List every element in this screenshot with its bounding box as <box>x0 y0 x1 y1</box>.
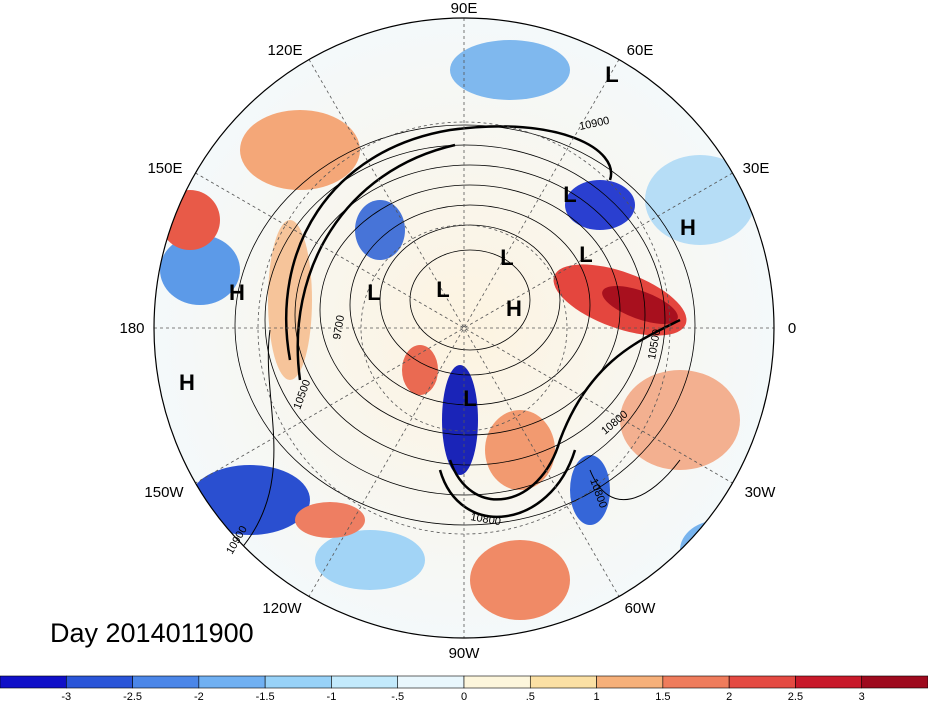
colorbar-tick-label: -3 <box>61 691 71 702</box>
lon-label-30w: 30W <box>745 484 777 501</box>
colorbar-cell <box>132 675 200 689</box>
colorbar-cell <box>264 675 332 689</box>
pressure-center: H <box>680 215 696 240</box>
contour-label: 9700 <box>331 314 347 340</box>
pressure-center: L <box>436 277 449 302</box>
colorbar-cell <box>198 675 266 689</box>
lon-label-180: 180 <box>119 320 144 337</box>
pressure-center: H <box>179 370 195 395</box>
longitude-labels: 90E 60E 30E 0 30W 60W 90W 120W 150W 180 … <box>119 0 796 662</box>
lon-label-0: 0 <box>788 320 796 337</box>
colorbar-cell <box>728 675 796 689</box>
pressure-center: H <box>506 296 522 321</box>
colorbar-ticks: -3 -2.5 -2 -1.5 -1 -.5 0 .5 1 1.5 2 2.5 3 <box>61 691 864 702</box>
date-title: Day 2014011900 <box>50 618 254 648</box>
lon-label-150e: 150E <box>147 160 182 177</box>
contour-label: 10800 <box>469 511 501 528</box>
colorbar-tick-label: 0 <box>461 691 467 702</box>
contour-label: 10500 <box>646 328 663 360</box>
colorbar-tick-label: -1 <box>327 691 337 702</box>
pressure-center: L <box>463 386 476 411</box>
graticule <box>154 18 774 638</box>
lon-label-90w: 90W <box>449 645 481 662</box>
pressure-center: L <box>579 242 592 267</box>
colorbar-cell <box>0 675 67 689</box>
colorbar-cells <box>0 675 928 689</box>
lon-label-60w: 60W <box>625 600 657 617</box>
pressure-center: L <box>367 280 380 305</box>
colorbar-cell <box>397 675 465 689</box>
colorbar-tick-label: 2 <box>726 691 732 702</box>
height-contours <box>234 124 696 551</box>
lon-label-30e: 30E <box>743 160 770 177</box>
colorbar-tick-label: -2.5 <box>123 691 142 702</box>
colorbar-tick-label: 1.5 <box>655 691 670 702</box>
lon-label-90e: 90E <box>451 0 478 17</box>
colorbar-tick-label: -.5 <box>391 691 404 702</box>
colorbar-tick-label: 1 <box>594 691 600 702</box>
pressure-centers: L L H L L H L L H H L <box>179 62 696 411</box>
map-boundary <box>153 17 775 639</box>
colorbar-tick-label: .5 <box>526 691 535 702</box>
lon-label-150w: 150W <box>144 484 184 501</box>
colorbar-cell <box>662 675 730 689</box>
colorbar-cell <box>463 675 531 689</box>
polar-map: 90E 60E 30E 0 30W 60W 90W 120W 150W 180 … <box>119 0 796 662</box>
colorbar-cell <box>795 675 863 689</box>
colorbar-tick-label: 3 <box>859 691 865 702</box>
colorbar-tick-label: 2.5 <box>788 691 803 702</box>
lon-label-120w: 120W <box>262 600 302 617</box>
colorbar-tick-label: -1.5 <box>256 691 275 702</box>
colorbar-cell <box>331 675 399 689</box>
lon-label-120e: 120E <box>267 42 302 59</box>
colorbar-cell <box>529 675 597 689</box>
pressure-center: H <box>229 280 245 305</box>
lon-label-60e: 60E <box>627 42 654 59</box>
colorbar-tick-label: -2 <box>194 691 204 702</box>
pressure-center: L <box>563 182 576 207</box>
pressure-center: L <box>500 245 513 270</box>
colorbar-cell <box>861 675 928 689</box>
pressure-center: L <box>605 62 618 87</box>
colorbar-cell <box>596 675 664 689</box>
colorbar: -3 -2.5 -2 -1.5 -1 -.5 0 .5 1 1.5 2 2.5 3 <box>0 675 928 702</box>
colorbar-cell <box>65 675 133 689</box>
